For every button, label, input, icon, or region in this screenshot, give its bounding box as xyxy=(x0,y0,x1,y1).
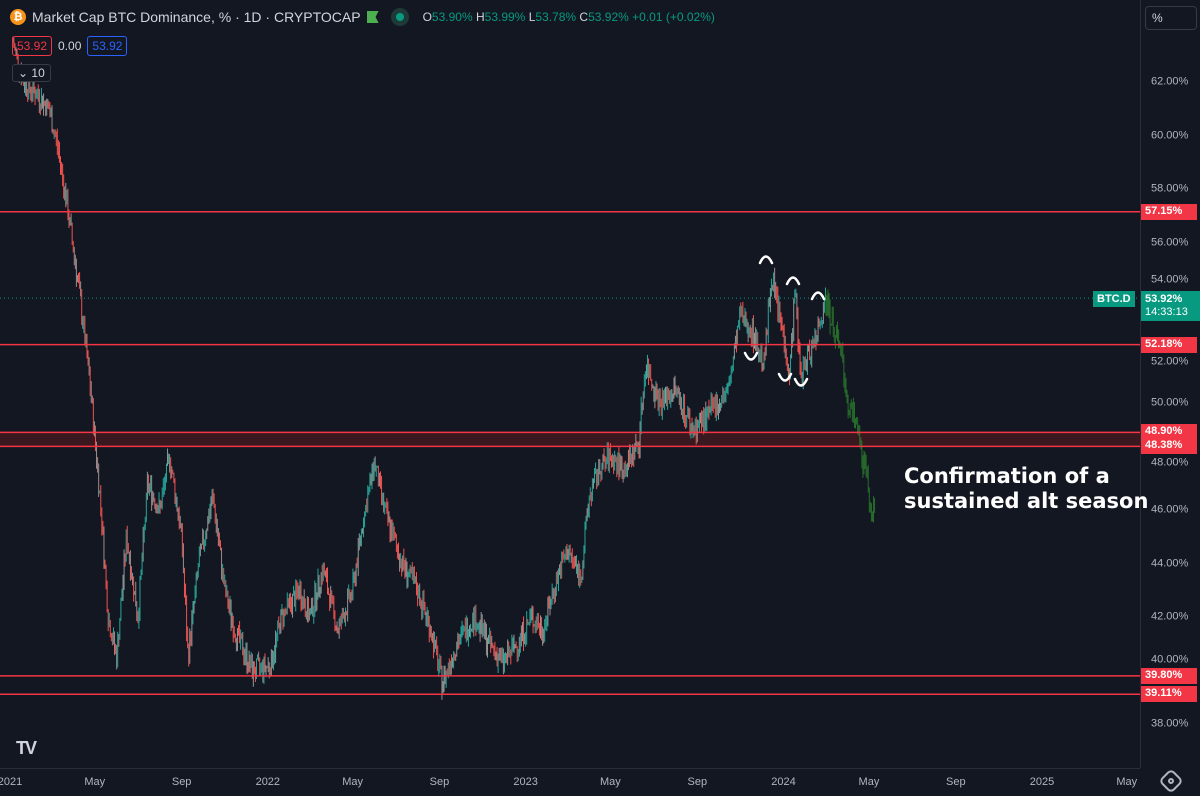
peak-marker xyxy=(785,276,801,286)
x-tick-label: May xyxy=(84,776,106,788)
trade-row: 53.92 0.00 53.92 xyxy=(12,36,128,56)
current-price: 53.92% xyxy=(1145,293,1183,305)
annotation-line-2: sustained alt season xyxy=(904,489,1149,513)
x-tick-label: Sep xyxy=(171,776,192,788)
peak-marker xyxy=(758,255,774,265)
x-tick-label: 2021 xyxy=(0,776,23,788)
level-price-label: 52.18% xyxy=(1141,336,1197,353)
trough-marker xyxy=(743,351,759,361)
buy-price-button[interactable]: 53.92 xyxy=(87,36,128,56)
x-tick-label: May xyxy=(858,776,880,788)
price-chart[interactable] xyxy=(0,0,1140,768)
y-tick-label: 38.00% xyxy=(1151,717,1189,730)
x-tick-label: May xyxy=(1116,776,1138,788)
trough-marker xyxy=(793,377,809,387)
flag-icon[interactable] xyxy=(366,11,379,23)
level-price-label: 48.90% xyxy=(1141,424,1197,441)
indicators-toggle[interactable]: ⌄ 10 xyxy=(12,64,51,82)
x-tick-label: Sep xyxy=(687,776,708,788)
spread-value: 0.00 xyxy=(58,39,82,53)
ohlc-values: O53.90% H53.99% L53.78% C53.92% +0.01 (+… xyxy=(422,10,715,24)
y-tick-label: 48.00% xyxy=(1151,456,1189,468)
x-tick-label: May xyxy=(600,776,621,788)
x-tick-label: 2024 xyxy=(771,776,796,788)
symbol-title[interactable]: Market Cap BTC Dominance, % · 1D · CRYPT… xyxy=(32,9,361,25)
price-axis[interactable]: % 53.92% 14:33:13 62.00% 60.00% 58.00% 56.0… xyxy=(1140,0,1200,768)
y-tick-label: 62.00% xyxy=(1151,75,1189,88)
market-status-icon[interactable] xyxy=(390,8,409,26)
level-price-label: 48.38% xyxy=(1141,438,1197,455)
settings-icon[interactable] xyxy=(1158,768,1184,794)
y-tick-label: 46.00% xyxy=(1151,503,1189,516)
level-price-label: 57.15% xyxy=(1141,203,1197,220)
x-tick-label: 2023 xyxy=(513,776,538,788)
bar-countdown: 14:33:13 xyxy=(1145,306,1188,318)
chart-legend: ₿ Market Cap BTC Dominance, % · 1D · CRY… xyxy=(10,8,715,26)
sell-price-button[interactable]: 53.92 xyxy=(12,36,53,56)
annotation-text[interactable]: Confirmation of a sustained alt season xyxy=(904,464,1148,514)
x-tick-label: Sep xyxy=(429,776,450,788)
symbol-price-label: BTC.D xyxy=(1093,291,1135,307)
y-tick-label: 52.00% xyxy=(1151,355,1189,367)
current-price-label: 53.92% 14:33:13 xyxy=(1141,291,1200,321)
y-tick-label: 40.00% xyxy=(1151,653,1189,665)
chart-plot-area[interactable] xyxy=(0,0,1140,768)
y-tick-label: 42.00% xyxy=(1151,610,1189,623)
tradingview-logo[interactable]: TV xyxy=(16,738,37,758)
trough-marker xyxy=(777,372,793,382)
y-tick-label: 56.00% xyxy=(1151,236,1189,248)
time-axis[interactable]: 2021 May Sep 2022 May Sep 2023 May Sep 2024 May Sep… xyxy=(0,768,1140,796)
y-tick-label: 58.00% xyxy=(1151,182,1189,195)
x-tick-label: Sep xyxy=(946,776,966,788)
bitcoin-icon: ₿ xyxy=(10,9,26,25)
y-tick-label: 50.00% xyxy=(1151,396,1189,409)
level-price-label: 39.80% xyxy=(1141,667,1197,684)
y-tick-label: 60.00% xyxy=(1151,129,1189,141)
x-tick-label: 2022 xyxy=(255,776,281,788)
annotation-line-1: Confirmation of a xyxy=(904,464,1110,488)
chevron-down-icon: ⌄ xyxy=(18,66,32,80)
level-zone-band xyxy=(0,432,1140,447)
y-tick-label: 44.00% xyxy=(1151,557,1189,569)
peak-marker xyxy=(810,291,826,301)
y-tick-label: 54.00% xyxy=(1151,273,1189,286)
indicator-count: 10 xyxy=(31,66,45,80)
x-tick-label: May xyxy=(342,776,363,788)
x-tick-label: 2025 xyxy=(1029,776,1055,788)
unit-selector[interactable]: % xyxy=(1145,6,1197,30)
level-price-label: 39.11% xyxy=(1141,686,1197,703)
